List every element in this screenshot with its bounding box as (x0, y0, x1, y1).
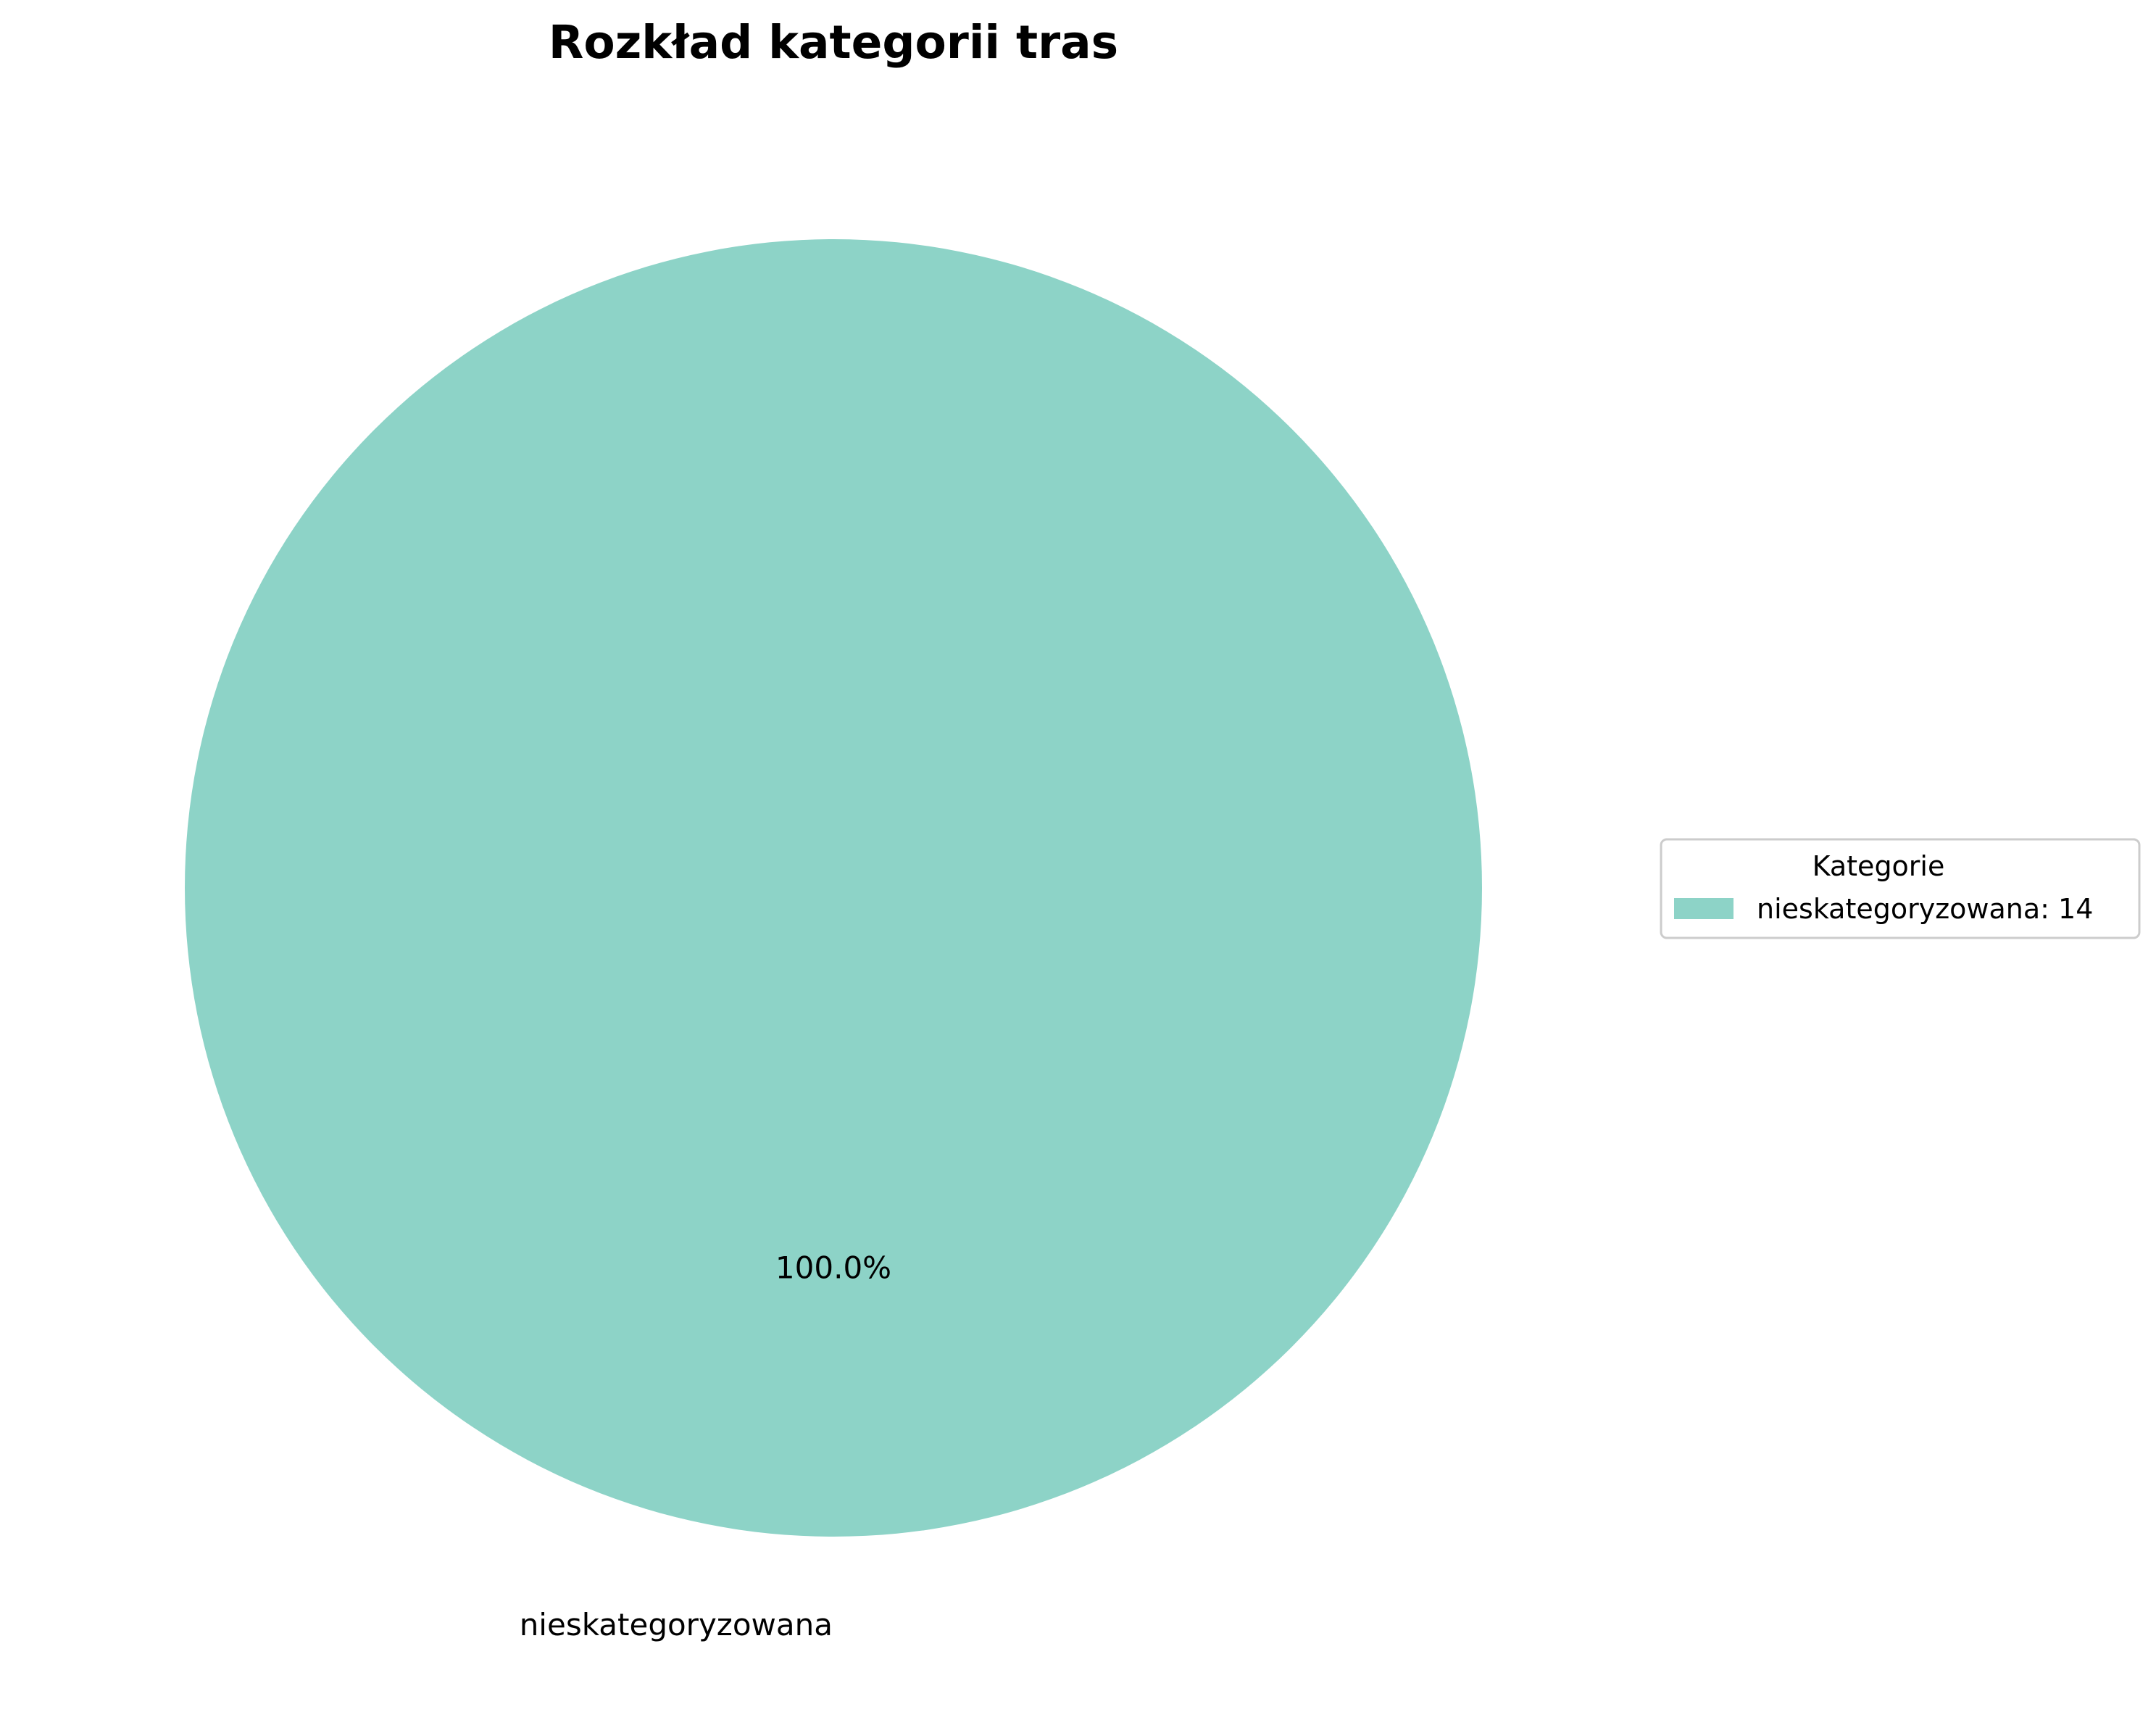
slice-category-label: nieskategoryzowana (520, 1607, 833, 1642)
chart-title: Rozkład kategorii tras (549, 16, 1118, 69)
pie-slice-labels: 100.0% nieskategoryzowana (520, 1250, 891, 1643)
legend: Kategorie nieskategoryzowana: 14 (1660, 838, 2141, 939)
legend-title: Kategorie (1812, 850, 1945, 882)
slice-percent-label: 100.0% (775, 1250, 891, 1286)
legend-frame (1660, 838, 2141, 939)
pie-slice (185, 239, 1482, 1537)
legend-swatch (1674, 898, 1733, 919)
pie-slices (185, 239, 1482, 1537)
legend-entry: nieskategoryzowana: 14 (1757, 893, 2093, 925)
